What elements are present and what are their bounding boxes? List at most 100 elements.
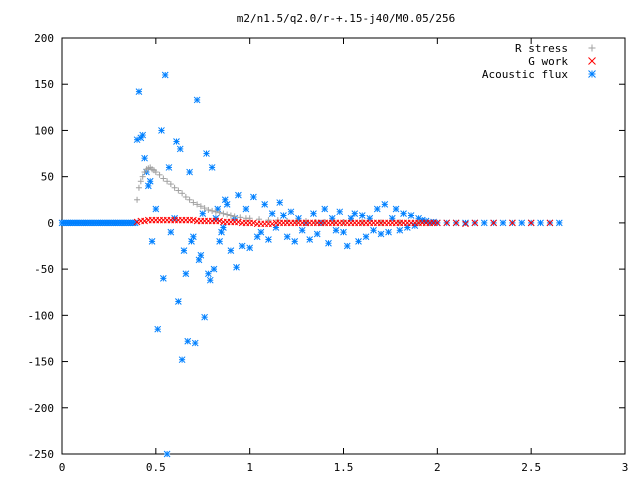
y-tick-label: 50	[41, 171, 54, 184]
point-acoustic-flux	[238, 242, 246, 250]
point-r-stress	[359, 218, 366, 225]
legend-marker-acoustic-flux	[588, 70, 596, 78]
x-tick-label: 1	[246, 461, 253, 474]
point-r-stress	[175, 187, 182, 194]
point-r-stress	[312, 218, 319, 225]
x-tick-label: 1.5	[334, 461, 354, 474]
series-acoustic-flux	[58, 71, 563, 458]
point-acoustic-flux	[283, 233, 291, 241]
point-r-stress	[331, 218, 338, 225]
point-acoustic-flux	[178, 356, 186, 364]
point-acoustic-flux	[154, 325, 162, 333]
point-r-stress	[224, 211, 231, 218]
point-acoustic-flux	[280, 212, 287, 219]
point-g-work	[490, 219, 497, 227]
y-tick-label: -50	[34, 263, 54, 276]
point-r-stress	[227, 212, 234, 219]
point-r-stress	[216, 209, 223, 216]
point-acoustic-flux	[205, 270, 212, 278]
point-acoustic-flux	[340, 228, 347, 236]
point-acoustic-flux	[158, 127, 165, 134]
y-tick-label: -100	[28, 309, 55, 322]
point-acoustic-flux	[216, 238, 223, 245]
point-acoustic-flux	[537, 219, 544, 227]
point-acoustic-flux	[253, 233, 261, 241]
point-acoustic-flux	[392, 205, 400, 213]
legend-marker-r-stress	[588, 44, 596, 52]
point-acoustic-flux	[141, 154, 148, 162]
point-acoustic-flux	[362, 233, 370, 241]
point-acoustic-flux	[165, 164, 173, 171]
legend: R stress G work Acoustic flux	[482, 42, 596, 81]
point-acoustic-flux	[139, 131, 147, 139]
chart-title: m2/n1.5/q2.0/r-+.15-j40/M0.05/256	[237, 12, 456, 25]
point-acoustic-flux	[193, 96, 201, 104]
point-acoustic-flux	[220, 224, 227, 231]
point-r-stress	[209, 207, 216, 214]
point-g-work	[433, 219, 441, 227]
legend-entry-acoustic-flux: Acoustic flux	[482, 68, 596, 81]
point-acoustic-flux	[208, 164, 216, 171]
point-acoustic-flux	[186, 168, 193, 176]
point-r-stress	[237, 214, 244, 221]
point-acoustic-flux	[407, 212, 415, 219]
point-acoustic-flux	[518, 219, 526, 227]
point-g-work	[452, 219, 460, 227]
point-r-stress	[182, 194, 189, 201]
point-acoustic-flux	[131, 219, 139, 227]
point-acoustic-flux	[306, 236, 314, 243]
point-acoustic-flux	[462, 219, 469, 227]
point-g-work	[471, 219, 479, 227]
point-r-stress	[256, 216, 263, 223]
point-acoustic-flux	[212, 214, 220, 222]
point-r-stress	[197, 203, 204, 210]
point-r-stress	[265, 217, 272, 224]
legend-label-g-work: G work	[528, 55, 568, 68]
legend-entry-r-stress: R stress	[515, 42, 596, 55]
point-acoustic-flux	[190, 233, 197, 241]
point-r-stress	[179, 190, 186, 197]
point-r-stress	[231, 213, 238, 220]
point-r-stress	[186, 196, 193, 203]
y-tick-label: -150	[28, 356, 55, 369]
legend-label-r-stress: R stress	[515, 42, 568, 55]
point-acoustic-flux	[310, 210, 317, 217]
point-acoustic-flux	[180, 247, 188, 254]
point-acoustic-flux	[411, 222, 419, 230]
y-tick-label: 150	[34, 78, 54, 91]
x-tick-label: 0.5	[146, 461, 166, 474]
point-r-stress	[135, 184, 142, 191]
point-g-work	[527, 219, 535, 227]
x-tick-label: 2	[434, 461, 441, 474]
point-g-work	[443, 219, 451, 227]
point-r-stress	[194, 201, 201, 208]
point-acoustic-flux	[174, 298, 182, 305]
point-acoustic-flux	[206, 276, 214, 284]
point-acoustic-flux	[242, 205, 250, 213]
point-acoustic-flux	[400, 210, 407, 217]
point-acoustic-flux	[287, 208, 295, 216]
point-r-stress	[156, 171, 163, 178]
point-acoustic-flux	[210, 265, 218, 273]
point-acoustic-flux	[343, 242, 351, 250]
point-acoustic-flux	[250, 193, 257, 201]
point-r-stress	[167, 181, 174, 188]
point-acoustic-flux	[246, 244, 254, 252]
point-acoustic-flux	[203, 150, 210, 157]
plot-frame	[61, 37, 626, 455]
point-acoustic-flux	[223, 201, 231, 208]
point-r-stress	[134, 196, 141, 203]
point-g-work	[509, 219, 516, 227]
point-acoustic-flux	[201, 313, 208, 321]
y-tick-label: 200	[34, 32, 54, 45]
point-r-stress	[164, 178, 171, 185]
y-tick-label: 100	[34, 124, 54, 137]
point-acoustic-flux	[197, 251, 205, 259]
point-acoustic-flux	[291, 238, 299, 245]
point-acoustic-flux	[152, 205, 160, 213]
point-acoustic-flux	[355, 238, 362, 245]
series-marks	[58, 71, 563, 458]
point-acoustic-flux	[388, 214, 396, 222]
y-tick-label: -250	[28, 448, 55, 461]
